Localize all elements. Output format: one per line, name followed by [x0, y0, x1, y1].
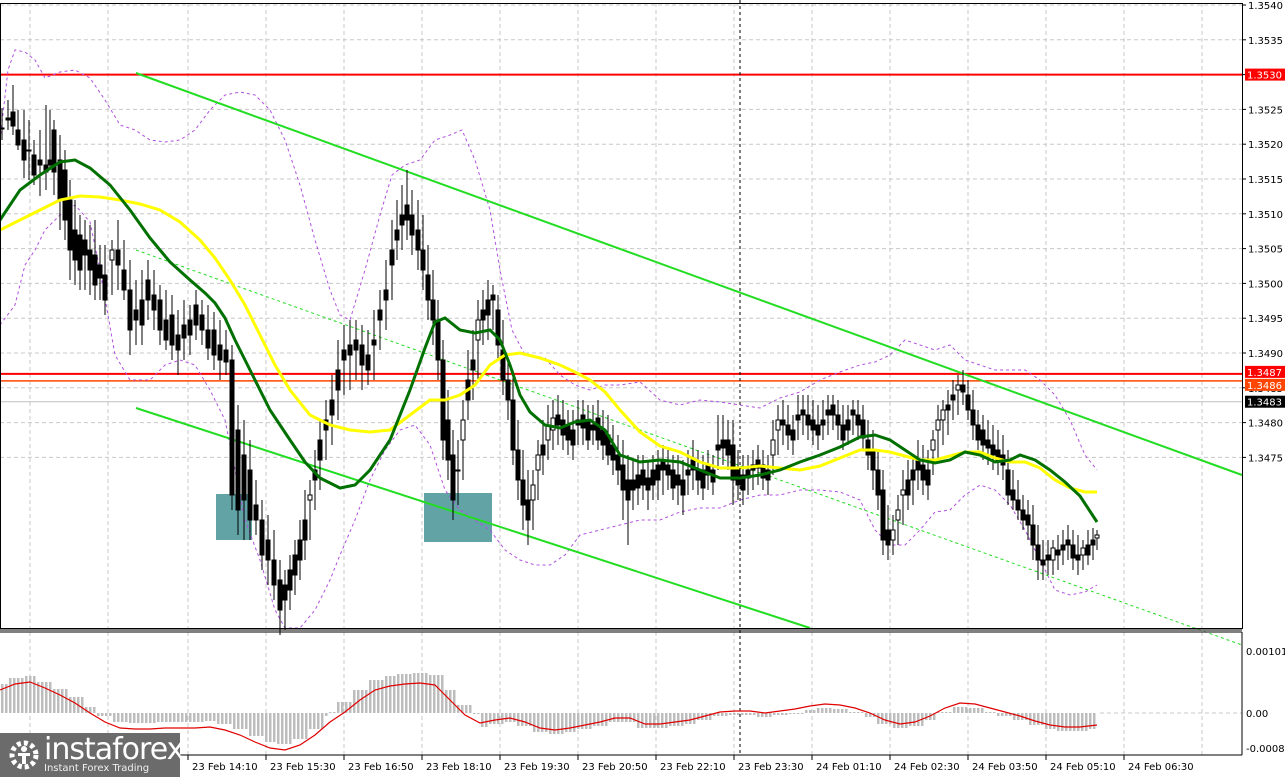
moving-averages	[0, 158, 1099, 523]
price-tick-label: 1.3480	[1248, 419, 1283, 430]
time-tick-label: 24 Feb 06:30	[1128, 762, 1194, 773]
price-tick-label: 1.3475	[1248, 453, 1283, 464]
price-tick-label: 1.3525	[1248, 105, 1283, 116]
macd-tick-label: -0.0008	[1246, 744, 1285, 755]
time-tick-label: 23 Feb 23:30	[738, 762, 804, 773]
price-tick-label: 1.3535	[1248, 36, 1283, 47]
chart-frames	[0, 3, 1243, 756]
price-label: 1.3487	[1247, 368, 1282, 379]
price-tick-label: 1.3505	[1248, 245, 1283, 256]
gear-person-icon	[9, 740, 39, 770]
brand-name: instaforex	[44, 732, 184, 767]
time-tick-label: 23 Feb 18:10	[426, 762, 492, 773]
time-tick-label: 24 Feb 02:30	[894, 762, 960, 773]
time-tick-label: 24 Feb 03:50	[972, 762, 1038, 773]
price-tick-label: 1.3540	[1248, 1, 1283, 12]
macd-panel	[0, 673, 1098, 751]
macd-tick-label: 0.00	[1246, 709, 1268, 720]
macd-axis: 0.00101 0.00 -0.0008	[1246, 647, 1285, 755]
time-tick-label: 23 Feb 15:30	[270, 762, 336, 773]
price-tick-label: 1.3515	[1248, 175, 1283, 186]
price-tick-label: 1.3520	[1248, 140, 1283, 151]
time-tick-label: 23 Feb 14:10	[192, 762, 258, 773]
horizontal-levels	[0, 73, 1242, 403]
price-label: 1.3483	[1247, 398, 1282, 409]
price-axis[interactable]: 1.3540 1.3535 1.3530 1.3525 1.3520 1.3515 1.35…	[1242, 1, 1285, 464]
chart-grid	[0, 3, 1242, 755]
time-tick-label: 23 Feb 22:10	[660, 762, 726, 773]
price-tick-label: 1.3500	[1248, 279, 1283, 290]
time-tick-label: 23 Feb 16:50	[348, 762, 414, 773]
candlesticks	[0, 85, 1100, 635]
brand-tagline: Instant Forex Trading	[44, 763, 150, 774]
bollinger-bands	[0, 49, 1098, 629]
highlight-zone	[216, 494, 252, 540]
time-tick-label: 23 Feb 20:50	[582, 762, 648, 773]
time-tick-label: 23 Feb 19:30	[504, 762, 570, 773]
price-label: 1.3530	[1247, 71, 1282, 82]
time-tick-label: 24 Feb 05:10	[1050, 762, 1116, 773]
macd-tick-label: 0.00101	[1246, 647, 1285, 658]
price-label: 1.3486	[1247, 381, 1282, 392]
price-tick-label: 1.3495	[1248, 314, 1283, 325]
time-tick-label: 24 Feb 01:10	[816, 762, 882, 773]
price-tick-label: 1.3490	[1248, 349, 1283, 360]
price-tick-label: 1.3510	[1248, 210, 1283, 221]
instaforex-watermark: instaforex Instant Forex Trading	[0, 732, 184, 777]
trend-channel	[135, 72, 1243, 646]
